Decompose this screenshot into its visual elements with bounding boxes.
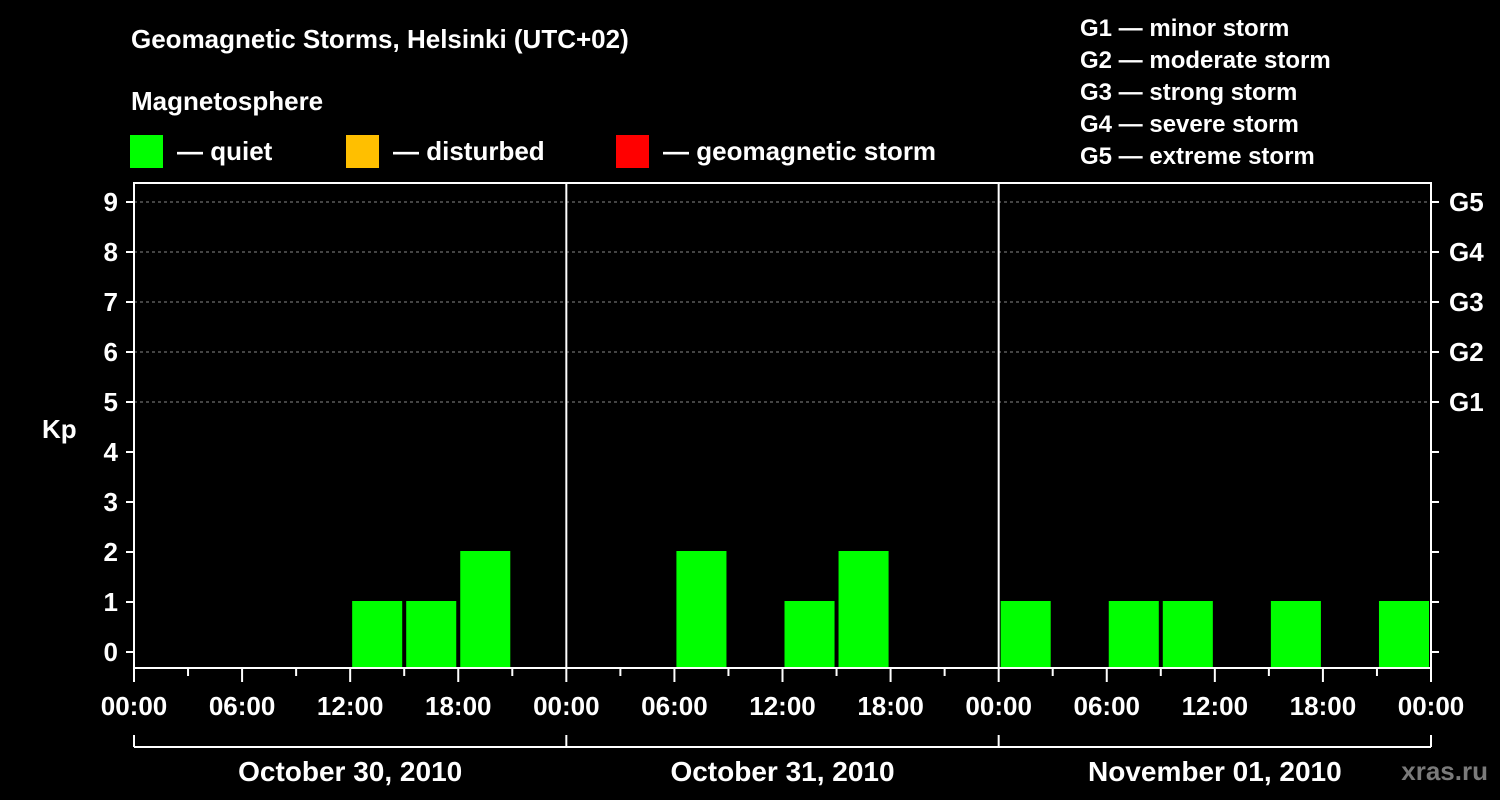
- right-axis-label-g2: G2: [1449, 337, 1484, 367]
- bar-4: [352, 601, 403, 667]
- storm-legend-g5: G5 — extreme storm: [1080, 143, 1315, 170]
- legend-item-disturbed: — disturbed: [346, 134, 545, 168]
- labels-layer: 0 1 2 3 4 5 6 7 8 9 G1 G2 G3 G4 G5 Kp 00:00 06:00 12:00 18:…: [42, 187, 1484, 787]
- storm-legend-g4: G4 — severe storm: [1080, 111, 1299, 138]
- quiet-swatch: [130, 134, 163, 168]
- y-tick-label-3: 3: [104, 487, 118, 517]
- x-tick-label-6: 12:00: [749, 691, 816, 721]
- bar-21: [1270, 601, 1321, 667]
- y-tick-label-2: 2: [104, 537, 118, 567]
- x-tick-label-5: 06:00: [641, 691, 708, 721]
- y-tick-label-1: 1: [104, 587, 118, 617]
- bar-23: [1378, 601, 1429, 667]
- day-label-2: November 01, 2010: [1088, 756, 1342, 787]
- y-tick-label-5: 5: [104, 387, 118, 417]
- right-axis-label-g1: G1: [1449, 387, 1484, 417]
- magnetosphere-legend-title: Magnetosphere: [131, 86, 324, 116]
- plot-frame: [133, 182, 1432, 669]
- y-tick-label-6: 6: [104, 337, 118, 367]
- storm-swatch: [616, 134, 649, 168]
- bar-18: [1108, 601, 1159, 667]
- y-tick-label-8: 8: [104, 237, 118, 267]
- x-tick-label-7: 18:00: [857, 691, 924, 721]
- x-tick-label-4: 00:00: [533, 691, 600, 721]
- x-tick-label-9: 06:00: [1074, 691, 1141, 721]
- bar-5: [406, 601, 457, 667]
- bar-19: [1162, 601, 1213, 667]
- storm-legend-g2: G2 — moderate storm: [1080, 47, 1331, 74]
- y-tick-label-4: 4: [104, 437, 119, 467]
- x-tick-label-10: 12:00: [1182, 691, 1249, 721]
- day-label-0: October 30, 2010: [238, 756, 462, 787]
- y-axis-label: Kp: [42, 414, 77, 444]
- legend-label-disturbed: — disturbed: [393, 135, 545, 166]
- x-tick-label-1: 06:00: [209, 691, 276, 721]
- legend-item-storm: — geomagnetic storm: [616, 134, 936, 168]
- watermark: xras.ru: [1401, 756, 1488, 786]
- legend-item-quiet: — quiet: [130, 134, 272, 168]
- right-axis-label-g3: G3: [1449, 287, 1484, 317]
- disturbed-swatch: [346, 134, 379, 168]
- y-tick-label-9: 9: [104, 187, 118, 217]
- right-axis-label-g5: G5: [1449, 187, 1484, 217]
- legend-label-quiet: — quiet: [177, 135, 273, 166]
- bars-layer: [352, 551, 1429, 667]
- x-tick-label-11: 18:00: [1290, 691, 1357, 721]
- x-tick-label-8: 00:00: [965, 691, 1032, 721]
- storm-legend-g1: G1 — minor storm: [1080, 15, 1290, 42]
- bar-6: [460, 551, 511, 667]
- x-tick-label-2: 12:00: [317, 691, 384, 721]
- chart-title: Geomagnetic Storms, Helsinki (UTC+02): [131, 24, 629, 54]
- bar-16: [1000, 601, 1051, 667]
- storm-legend-g3: G3 — strong storm: [1080, 79, 1298, 106]
- y-tick-label-7: 7: [104, 287, 118, 317]
- frame-layer: [126, 182, 1439, 748]
- bar-13: [838, 551, 889, 667]
- grid-layer: [134, 201, 1431, 403]
- bar-10: [676, 551, 727, 667]
- y-tick-label-0: 0: [104, 637, 118, 667]
- day-label-1: October 31, 2010: [670, 756, 894, 787]
- bar-12: [784, 601, 835, 667]
- x-tick-label-12: 00:00: [1398, 691, 1465, 721]
- x-tick-label-0: 00:00: [101, 691, 168, 721]
- legend-label-storm: — geomagnetic storm: [663, 135, 937, 166]
- x-tick-label-3: 18:00: [425, 691, 492, 721]
- right-axis-label-g4: G4: [1449, 237, 1484, 267]
